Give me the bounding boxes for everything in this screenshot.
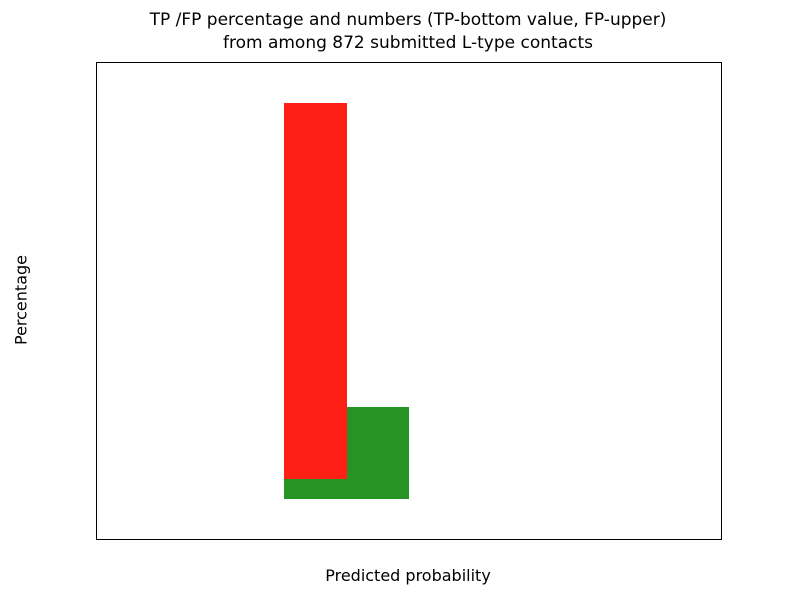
fp-bar-segment [284,103,347,479]
chart-title: TP /FP percentage and numbers (TP-bottom… [96,9,720,55]
chart-title-line1: TP /FP percentage and numbers (TP-bottom… [149,10,667,30]
chart-title-line2: from among 872 submitted L-type contacts [222,33,593,53]
plot-area [96,62,722,540]
tp-bar-segment [284,479,347,499]
y-axis-label: Percentage [11,254,31,346]
tp-bar-segment [347,407,409,499]
x-axis-label: Predicted probability [325,566,491,585]
